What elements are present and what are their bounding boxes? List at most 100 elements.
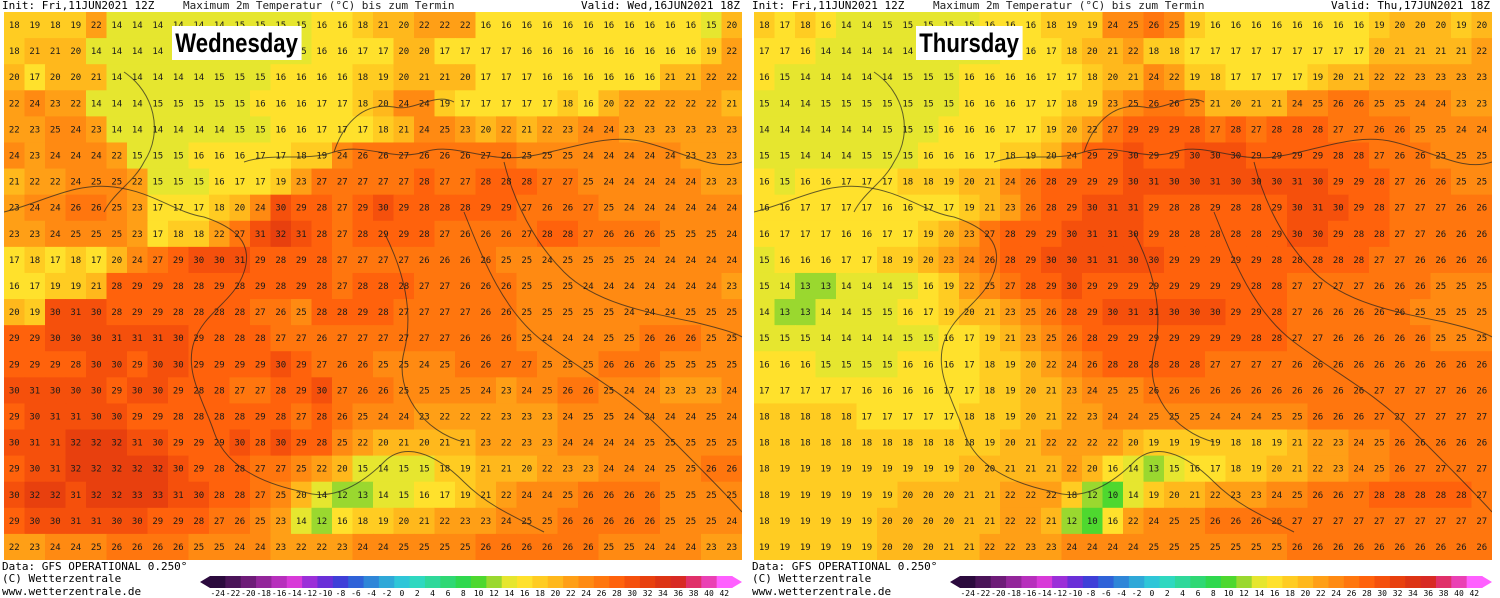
temperature-value-label: 17 [316, 99, 327, 109]
temperature-cell [86, 299, 108, 326]
temperature-value-label: 23 [685, 125, 696, 135]
temperature-cell [1041, 12, 1063, 39]
temperature-value-label: 16 [1005, 99, 1016, 109]
temperature-value-label: 24 [521, 386, 532, 396]
temperature-cell [86, 38, 108, 65]
temperature-value-label: 31 [50, 465, 61, 475]
temperature-value-label: 17 [1230, 73, 1241, 83]
temperature-cell [1287, 116, 1309, 144]
temperature-cell [516, 246, 538, 274]
temperature-value-label: 25 [583, 178, 594, 188]
temperature-cell [1123, 168, 1145, 196]
color-scale-swatch [990, 576, 1007, 588]
temperature-cell [1205, 116, 1227, 144]
temperature-value-label: 26 [583, 543, 594, 553]
temperature-value-label: 19 [1271, 439, 1282, 449]
temperature-cell [106, 90, 128, 117]
temperature-value-label: 29 [1066, 204, 1077, 214]
website-link[interactable]: www.wetterzentrale.de [2, 585, 142, 598]
temperature-value-label: 15 [882, 308, 893, 318]
temperature-cell [455, 38, 477, 65]
temperature-value-label: 32 [132, 465, 143, 475]
temperature-value-label: 10 [1107, 491, 1118, 501]
temperature-value-label: 17 [861, 178, 872, 188]
temperature-cell [938, 351, 960, 378]
temperature-cell [475, 507, 497, 535]
website-link[interactable]: www.wetterzentrale.de [752, 585, 892, 598]
temperature-value-label: 26 [583, 491, 594, 501]
temperature-cell [1061, 403, 1083, 431]
temperature-value-label: 25 [562, 308, 573, 318]
temperature-cell [660, 194, 682, 222]
temperature-value-label: 24 [624, 178, 635, 188]
temperature-value-label: 25 [398, 386, 409, 396]
temperature-value-label: 29 [9, 412, 20, 422]
temperature-cell [774, 64, 796, 91]
temperature-cell [1102, 533, 1124, 560]
temperature-value-label: 28 [316, 204, 327, 214]
temperature-value-label: 31 [1107, 256, 1118, 266]
temperature-cell [1000, 220, 1022, 248]
temperature-value-label: 17 [1046, 99, 1057, 109]
temperature-value-label: 27 [1353, 125, 1364, 135]
temperature-value-label: 16 [542, 47, 553, 57]
temperature-value-label: 26 [1169, 386, 1180, 396]
temperature-value-label: 26 [1353, 334, 1364, 344]
temperature-value-label: 18 [800, 412, 811, 422]
temperature-cell [959, 325, 981, 352]
temperature-value-label: 27 [439, 178, 450, 188]
temperature-value-label: 29 [9, 465, 20, 475]
temperature-cell [1389, 455, 1411, 483]
temperature-value-label: 27 [1353, 282, 1364, 292]
temperature-cell [1164, 455, 1186, 483]
temperature-cell [1471, 272, 1492, 300]
temperature-cell [229, 194, 251, 222]
temperature-cell [127, 168, 149, 196]
temperature-cell [4, 325, 26, 352]
temperature-value-label: 26 [1312, 491, 1323, 501]
temperature-cell [1225, 507, 1247, 535]
temperature-cell [414, 168, 436, 196]
temperature-value-label: 29 [1230, 282, 1241, 292]
temperature-value-label: 26 [1148, 99, 1159, 109]
temperature-value-label: 23 [726, 282, 737, 292]
init-time: Init: Fri,11JUN2021 12Z [752, 0, 905, 12]
temperature-value-label: 26 [984, 256, 995, 266]
temperature-cell [836, 90, 858, 117]
temperature-value-label: 22 [50, 178, 61, 188]
temperature-value-label: 28 [1189, 360, 1200, 370]
temperature-value-label: 31 [1210, 178, 1221, 188]
temperature-value-label: 23 [132, 230, 143, 240]
temperature-value-label: 15 [759, 152, 770, 162]
temperature-cell [815, 246, 837, 274]
temperature-value-label: 28 [111, 282, 122, 292]
temperature-value-label: 24 [665, 256, 676, 266]
temperature-value-label: 13 [820, 282, 831, 292]
temperature-value-label: 26 [1333, 360, 1344, 370]
temperature-cell [1287, 507, 1309, 535]
temperature-value-label: 28 [193, 412, 204, 422]
temperature-cell [209, 246, 231, 274]
temperature-value-label: 18 [759, 21, 770, 31]
temperature-cell [1020, 272, 1042, 300]
temperature-value-label: 17 [501, 73, 512, 83]
temperature-cell [1000, 533, 1022, 560]
temperature-cell [373, 38, 395, 65]
temperature-cell [1102, 299, 1124, 326]
temperature-cell [938, 64, 960, 91]
color-scale-swatch [271, 576, 288, 588]
temperature-value-label: 27 [1312, 334, 1323, 344]
temperature-value-label: 14 [800, 99, 811, 109]
temperature-value-label: 26 [1394, 465, 1405, 475]
color-scale-tick-label: 32 [1392, 589, 1403, 598]
temperature-cell [270, 64, 292, 91]
temperature-value-label: 26 [542, 543, 553, 553]
temperature-cell [1061, 377, 1083, 405]
temperature-cell [250, 377, 272, 405]
temperature-value-label: 24 [419, 360, 430, 370]
temperature-cell [578, 481, 600, 509]
temperature-value-label: 22 [1312, 465, 1323, 475]
temperature-cell [434, 116, 456, 144]
temperature-value-label: 18 [861, 439, 872, 449]
temperature-cell [291, 533, 313, 560]
